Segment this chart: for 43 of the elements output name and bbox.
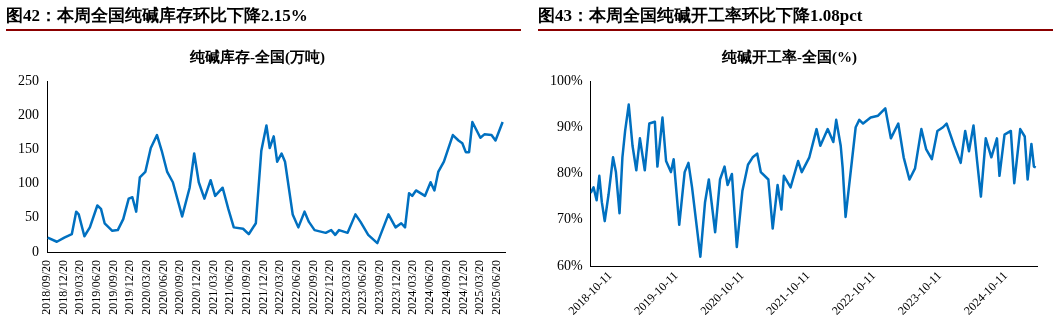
x-tick-label: 2019/09/20 [105, 260, 120, 315]
x-tick-label: 2019/03/20 [72, 260, 87, 315]
y-tick-label: 70% [556, 211, 583, 227]
x-tick-label: 2018/12/20 [55, 260, 70, 315]
x-tick-label: 2022/03/20 [272, 260, 287, 315]
x-tick-label: 2018/09/20 [39, 260, 54, 315]
y-tick-label: 50 [25, 209, 39, 225]
x-tick-label: 2020/03/20 [138, 260, 153, 315]
x-tick-label: 2023/03/20 [338, 260, 353, 315]
y-tick-label: 150 [18, 141, 39, 157]
x-tick-label: 2019/12/20 [122, 260, 137, 315]
y-tick-label: 250 [18, 72, 39, 88]
x-tick-label: 2024/03/20 [405, 260, 420, 315]
y-tick-label: 100% [549, 72, 583, 88]
x-tick-label: 2022/12/20 [322, 260, 337, 315]
x-tick-label: 2024/06/20 [422, 260, 437, 315]
chart-subtitle: 纯碱库存-全国(万吨) [189, 47, 325, 66]
x-tick-label: 2024/09/20 [438, 260, 453, 315]
y-tick-label: 0 [32, 243, 39, 259]
x-tick-label: 2021/12/20 [255, 260, 270, 315]
chart-title: 图42：本周全国纯碱库存环比下降2.15% [6, 4, 521, 31]
y-tick-label: 80% [556, 165, 583, 181]
x-tick-label: 2022/09/20 [305, 260, 320, 315]
x-tick-label: 2023/12/20 [388, 260, 403, 315]
y-tick-label: 200 [18, 106, 39, 122]
x-tick-label: 2021/06/20 [222, 260, 237, 315]
x-tick-label: 2023/09/20 [372, 260, 387, 315]
x-tick-label: 2021/09/20 [239, 260, 254, 315]
y-tick-label: 100 [18, 175, 39, 191]
y-tick-label: 90% [556, 118, 583, 134]
x-tick-label: 2025/06/20 [488, 260, 503, 315]
x-tick-label: 2021/03/20 [205, 260, 220, 315]
y-tick-label: 60% [556, 257, 583, 273]
x-tick-label: 2023/06/20 [355, 260, 370, 315]
x-tick-label: 2022/06/20 [288, 260, 303, 315]
x-tick-label: 2020/12/20 [189, 260, 204, 315]
x-tick-label: 2020/09/20 [172, 260, 187, 315]
x-tick-label: 2025/03/20 [471, 260, 486, 315]
x-tick-label: 2020/06/20 [155, 260, 170, 315]
chart-title: 图43：本周全国纯碱开工率环比下降1.08pct [538, 4, 1053, 31]
x-tick-label: 2019/06/20 [88, 260, 103, 315]
x-tick-label: 2024/12/20 [455, 260, 470, 315]
chart-subtitle: 纯碱开工率-全国(%) [721, 47, 857, 66]
